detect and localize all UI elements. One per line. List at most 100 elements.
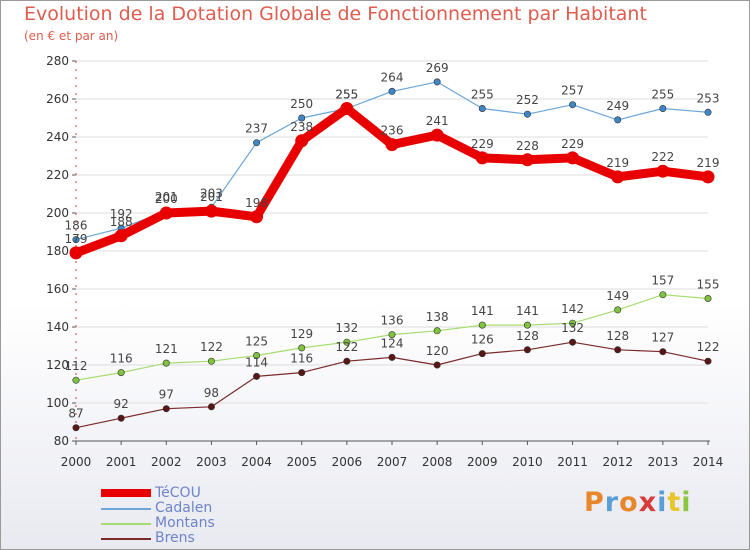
data-label: 228 (516, 139, 539, 153)
data-point-técou (340, 102, 354, 115)
data-label: 128 (516, 329, 539, 343)
x-tick-label: 2000 (61, 455, 92, 469)
data-point-cadalen (659, 105, 667, 113)
x-tick-label: 2008 (422, 455, 453, 469)
data-point-montans (704, 294, 712, 302)
x-tick-label: 2007 (377, 455, 408, 469)
y-tick-label: 100 (46, 396, 69, 410)
y-tick-label: 200 (46, 206, 69, 220)
data-point-montans (117, 369, 125, 377)
data-label: 122 (200, 340, 223, 354)
proxiti-logo: Proxiti (584, 487, 692, 518)
data-label: 112 (65, 359, 88, 373)
data-label: 250 (290, 97, 313, 111)
x-tick-label: 2013 (648, 455, 679, 469)
y-tick-label: 180 (46, 244, 69, 258)
data-label: 179 (65, 232, 88, 246)
chart-subtitle: (en € et par an) (24, 29, 119, 43)
data-label: 264 (381, 70, 404, 84)
data-label: 141 (471, 304, 494, 318)
data-label: 241 (426, 114, 449, 128)
data-point-montans (298, 344, 306, 352)
data-label: 255 (335, 88, 358, 102)
data-label: 120 (426, 344, 449, 358)
data-point-técou (385, 138, 399, 152)
data-point-montans (523, 321, 531, 329)
data-point-técou (250, 210, 264, 224)
x-tick-label: 2012 (602, 455, 633, 469)
x-tick-label: 2003 (196, 455, 227, 469)
data-label: 238 (290, 120, 313, 134)
data-label: 192 (110, 207, 133, 221)
data-label: 121 (155, 342, 178, 356)
data-label: 269 (426, 61, 449, 75)
data-label: 141 (516, 304, 539, 318)
data-point-cadalen (388, 87, 396, 95)
data-point-brens (298, 369, 306, 377)
legend-swatch-montans (101, 523, 151, 525)
data-label: 219 (697, 156, 720, 170)
data-label: 253 (697, 91, 720, 105)
y-tick-label: 260 (46, 92, 69, 106)
data-point-montans (433, 327, 441, 335)
y-tick-label: 120 (46, 358, 69, 372)
data-label: 92 (114, 397, 129, 411)
data-label: 142 (561, 302, 584, 316)
data-label: 127 (651, 331, 674, 345)
data-point-técou (566, 151, 580, 165)
y-tick-label: 220 (46, 168, 69, 182)
x-tick-label: 2005 (286, 455, 317, 469)
data-point-montans (614, 306, 622, 314)
data-label: 229 (561, 137, 584, 151)
data-label: 114 (245, 355, 268, 369)
data-label: 126 (471, 333, 494, 347)
data-point-cadalen (72, 236, 80, 244)
data-label: 200 (155, 192, 178, 206)
x-tick-label: 2002 (151, 455, 182, 469)
data-label: 125 (245, 335, 268, 349)
data-point-cadalen (433, 78, 441, 86)
series-layer (69, 78, 715, 432)
data-point-técou (656, 164, 670, 178)
data-label: 249 (606, 99, 629, 113)
legend-swatch-brens (101, 538, 151, 540)
data-point-montans (388, 331, 396, 339)
data-point-brens (433, 361, 441, 369)
legend-label-brens: Brens (155, 530, 195, 546)
data-label: 97 (159, 388, 174, 402)
data-point-brens (117, 414, 125, 422)
data-label: 252 (516, 93, 539, 107)
data-label: 222 (651, 150, 674, 164)
data-point-brens (207, 403, 215, 411)
data-point-montans (478, 321, 486, 329)
y-tick-label: 240 (46, 130, 69, 144)
data-label: 236 (381, 124, 404, 138)
chart-title: Evolution de la Dotation Globale de Fonc… (24, 3, 647, 25)
data-label: 186 (65, 219, 88, 233)
x-tick-label: 2010 (512, 455, 543, 469)
data-point-cadalen (614, 116, 622, 124)
data-point-cadalen (478, 105, 486, 113)
data-label: 132 (335, 321, 358, 335)
data-point-técou (475, 151, 489, 165)
data-point-técou (159, 206, 173, 220)
data-point-cadalen (569, 101, 577, 109)
data-label: 116 (290, 352, 313, 366)
data-point-brens (253, 372, 261, 380)
data-point-brens (343, 357, 351, 365)
data-label: 255 (335, 88, 358, 102)
data-point-brens (478, 350, 486, 358)
data-point-técou (204, 204, 218, 218)
data-point-montans (253, 351, 261, 359)
data-point-brens (388, 353, 396, 361)
data-point-técou (430, 128, 444, 142)
data-point-cadalen (298, 114, 306, 122)
data-label: 203 (200, 186, 223, 200)
data-label: 149 (606, 289, 629, 303)
data-label: 98 (204, 386, 219, 400)
y-tick-label: 280 (46, 54, 69, 68)
data-label: 116 (110, 352, 133, 366)
